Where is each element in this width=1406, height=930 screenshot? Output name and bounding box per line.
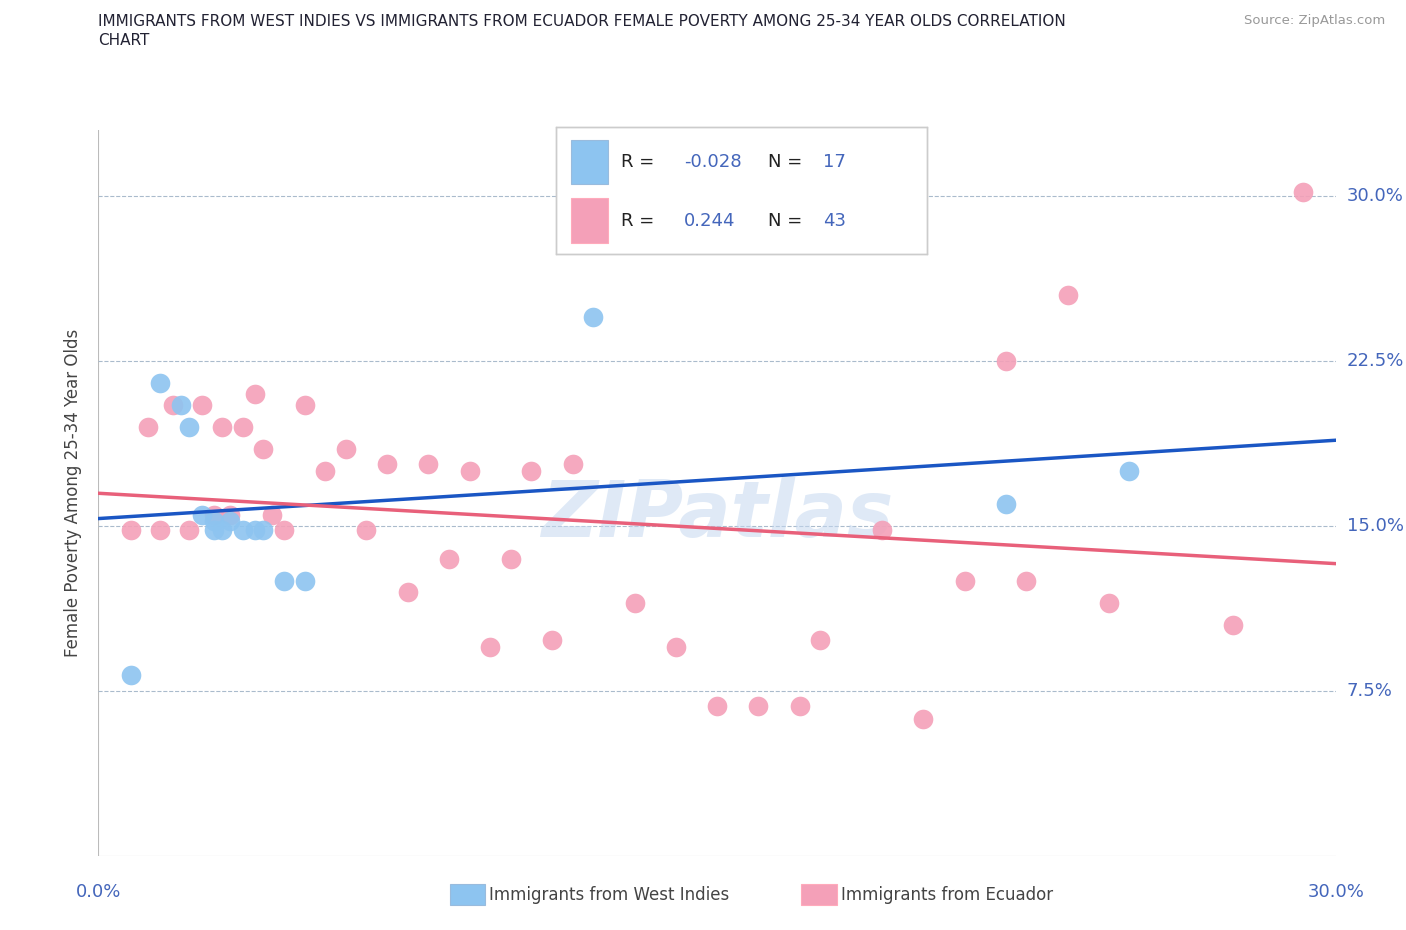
Point	[706, 698, 728, 713]
Point	[314, 463, 336, 478]
Point	[582, 310, 605, 325]
Point	[243, 523, 266, 538]
Text: Source: ZipAtlas.com: Source: ZipAtlas.com	[1244, 14, 1385, 27]
Y-axis label: Female Poverty Among 25-34 Year Olds: Female Poverty Among 25-34 Year Olds	[63, 329, 82, 657]
Point	[202, 508, 225, 523]
Point	[994, 353, 1017, 368]
Point	[499, 551, 522, 566]
Point	[953, 574, 976, 589]
Point	[179, 419, 201, 434]
Point	[356, 523, 378, 538]
Point	[219, 514, 242, 529]
Point	[162, 397, 184, 412]
Point	[870, 523, 893, 538]
Point	[1056, 287, 1078, 302]
Point	[243, 387, 266, 402]
Point	[1098, 595, 1121, 610]
Point	[789, 698, 811, 713]
Text: 7.5%: 7.5%	[1347, 682, 1393, 699]
Text: 22.5%: 22.5%	[1347, 352, 1405, 370]
Text: Immigrants from Ecuador: Immigrants from Ecuador	[841, 885, 1053, 904]
Point	[375, 457, 398, 472]
Point	[1015, 574, 1038, 589]
Point	[1222, 618, 1244, 632]
Point	[294, 397, 316, 412]
Text: Immigrants from West Indies: Immigrants from West Indies	[489, 885, 730, 904]
Point	[211, 523, 233, 538]
Point	[541, 632, 564, 647]
Point	[120, 523, 142, 538]
Point	[190, 397, 212, 412]
Point	[665, 639, 688, 654]
Point	[561, 457, 583, 472]
Point	[747, 698, 769, 713]
Text: 0.0%: 0.0%	[76, 884, 121, 901]
Point	[623, 595, 645, 610]
Point	[252, 442, 274, 457]
Point	[520, 463, 543, 478]
Point	[260, 508, 283, 523]
Point	[170, 397, 193, 412]
Text: IMMIGRANTS FROM WEST INDIES VS IMMIGRANTS FROM ECUADOR FEMALE POVERTY AMONG 25-3: IMMIGRANTS FROM WEST INDIES VS IMMIGRANT…	[98, 14, 1066, 29]
Point	[335, 442, 357, 457]
Point	[912, 711, 935, 726]
Point	[252, 523, 274, 538]
Point	[396, 584, 419, 599]
Text: 15.0%: 15.0%	[1347, 517, 1403, 535]
Text: 30.0%: 30.0%	[1308, 884, 1364, 901]
Point	[458, 463, 481, 478]
Point	[479, 639, 502, 654]
Text: CHART: CHART	[98, 33, 150, 47]
Text: ZIPatlas: ZIPatlas	[541, 477, 893, 552]
Point	[273, 574, 295, 589]
Point	[994, 497, 1017, 512]
Point	[149, 523, 172, 538]
Text: 30.0%: 30.0%	[1347, 187, 1403, 206]
Point	[179, 523, 201, 538]
Point	[219, 508, 242, 523]
Point	[211, 419, 233, 434]
Point	[202, 523, 225, 538]
Point	[232, 419, 254, 434]
Point	[273, 523, 295, 538]
Point	[149, 376, 172, 391]
Point	[232, 523, 254, 538]
Point	[190, 508, 212, 523]
Point	[120, 668, 142, 683]
Point	[202, 514, 225, 529]
Point	[136, 419, 159, 434]
Point	[1292, 184, 1315, 199]
Point	[437, 551, 460, 566]
Point	[294, 574, 316, 589]
Point	[1118, 463, 1140, 478]
Point	[808, 632, 831, 647]
Point	[418, 457, 440, 472]
